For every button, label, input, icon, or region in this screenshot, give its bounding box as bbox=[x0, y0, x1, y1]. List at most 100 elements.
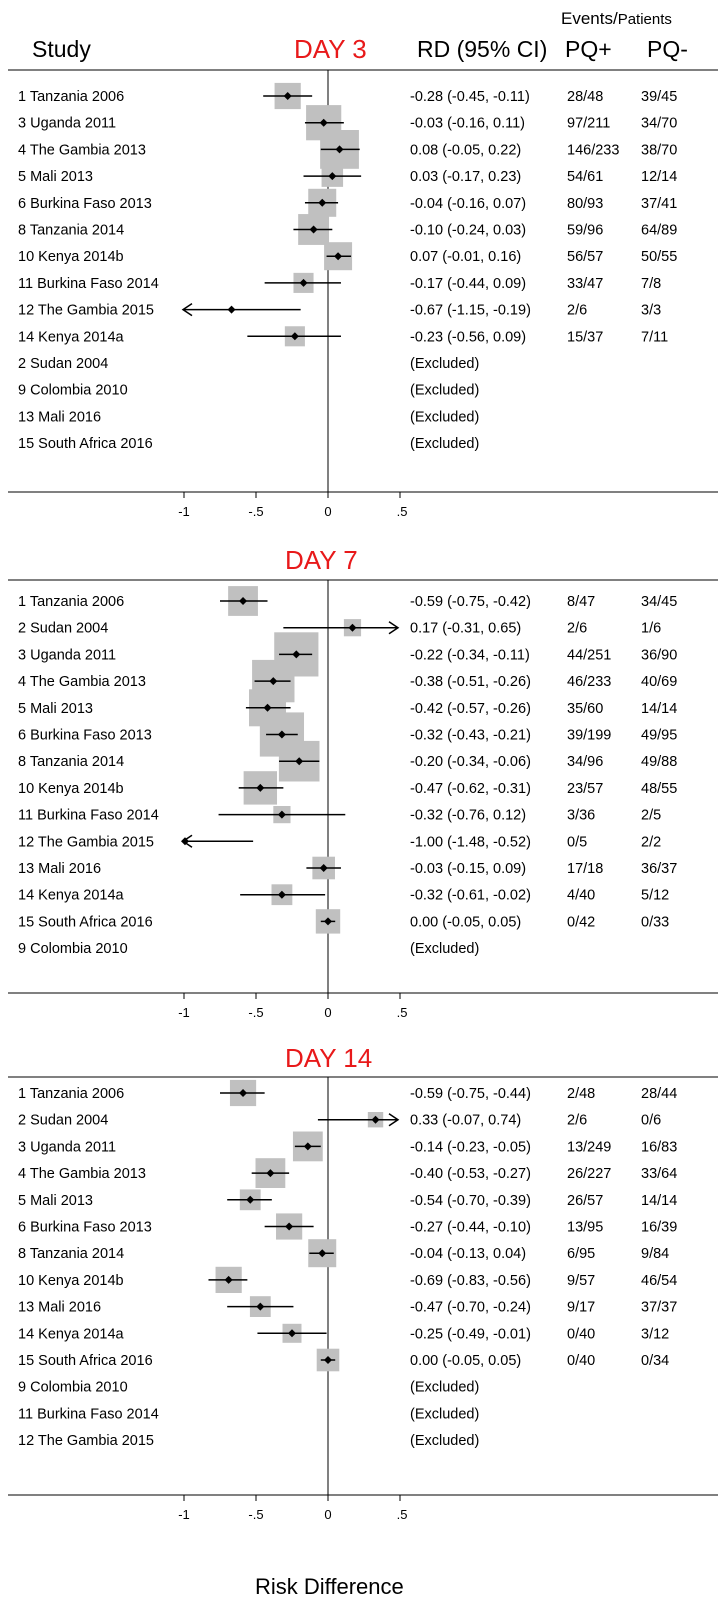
rd-ci-text: -0.28 (-0.45, -0.11) bbox=[410, 89, 530, 105]
rd-ci-text: -0.32 (-0.61, -0.02) bbox=[410, 888, 531, 904]
pq-plus-value: 0/40 bbox=[567, 1353, 595, 1369]
pq-plus-value: 2/6 bbox=[567, 621, 587, 637]
events-label: Events/ bbox=[561, 9, 618, 28]
pq-plus-value: 46/233 bbox=[567, 674, 611, 690]
pq-plus-value: 9/17 bbox=[567, 1300, 595, 1316]
rd-ci-text: -0.32 (-0.43, -0.21) bbox=[410, 728, 531, 744]
pq-minus-value: 0/34 bbox=[641, 1353, 669, 1369]
pq-minus-value: 1/6 bbox=[641, 621, 661, 637]
study-label: 8 Tanzania 2014 bbox=[18, 223, 124, 239]
pq-plus-value: 54/61 bbox=[567, 169, 603, 185]
pq-minus-value: 2/5 bbox=[641, 808, 661, 824]
pq-plus-value: 0/40 bbox=[567, 1326, 595, 1342]
patients-label: Patients bbox=[617, 11, 672, 28]
pq-minus-value: 37/41 bbox=[641, 196, 677, 212]
point-estimate bbox=[285, 1222, 294, 1231]
pq-plus-value: 56/57 bbox=[567, 249, 603, 265]
point-estimate bbox=[256, 783, 265, 792]
rd-ci-text: (Excluded) bbox=[410, 1406, 479, 1422]
rd-ci-text: 0.00 (-0.05, 0.05) bbox=[410, 1353, 521, 1369]
point-estimate bbox=[348, 623, 357, 632]
pq-plus-value: 59/96 bbox=[567, 223, 603, 239]
rd-ci-text: -0.04 (-0.13, 0.04) bbox=[410, 1246, 526, 1262]
point-estimate bbox=[283, 92, 292, 100]
pq-plus-value: 4/40 bbox=[567, 888, 595, 904]
x-tick-label: 0 bbox=[324, 1005, 331, 1020]
study-label: 13 Mali 2016 bbox=[18, 1300, 101, 1316]
study-label: 9 Colombia 2010 bbox=[18, 383, 128, 399]
pq-minus-value: 5/12 bbox=[641, 888, 669, 904]
study-label: 6 Burkina Faso 2013 bbox=[18, 1220, 152, 1236]
study-label: 9 Colombia 2010 bbox=[18, 1380, 128, 1396]
pq-plus-value: 13/249 bbox=[567, 1139, 611, 1155]
study-label: 15 South Africa 2016 bbox=[18, 1353, 153, 1369]
pq-plus-value: 146/233 bbox=[567, 142, 619, 158]
study-label: 1 Tanzania 2006 bbox=[18, 594, 124, 610]
study-label: 5 Mali 2013 bbox=[18, 1193, 93, 1209]
study-label: 13 Mali 2016 bbox=[18, 409, 101, 425]
x-tick-label: .5 bbox=[397, 504, 408, 519]
pq-plus-value: 8/47 bbox=[567, 594, 595, 610]
point-estimate bbox=[319, 118, 328, 127]
study-label: 6 Burkina Faso 2013 bbox=[18, 728, 152, 744]
study-label: 12 The Gambia 2015 bbox=[18, 303, 154, 319]
pq-minus-value: 14/14 bbox=[641, 1193, 677, 1209]
study-label: 15 South Africa 2016 bbox=[18, 436, 153, 452]
x-tick-label: -1 bbox=[178, 1507, 190, 1522]
pq-plus-value: 2/6 bbox=[567, 303, 587, 319]
rd-ci-text: 0.00 (-0.05, 0.05) bbox=[410, 914, 521, 930]
point-estimate bbox=[224, 1275, 233, 1284]
point-estimate bbox=[334, 252, 343, 261]
rd-ci-text: (Excluded) bbox=[410, 409, 479, 425]
rd-ci-text: -0.14 (-0.23, -0.05) bbox=[410, 1139, 531, 1155]
pq-minus-header: PQ- bbox=[647, 36, 688, 62]
pq-plus-value: 3/36 bbox=[567, 808, 595, 824]
rd-ci-text: 0.03 (-0.17, 0.23) bbox=[410, 169, 521, 185]
rd-column-header: RD (95% CI) bbox=[417, 36, 548, 62]
pq-plus-value: 39/199 bbox=[567, 728, 611, 744]
rd-ci-text: 0.33 (-0.07, 0.74) bbox=[410, 1113, 521, 1129]
x-tick-label: 0 bbox=[324, 1507, 331, 1522]
pq-minus-value: 34/70 bbox=[641, 116, 677, 132]
rd-ci-text: 0.07 (-0.01, 0.16) bbox=[410, 249, 521, 265]
rd-ci-text: -0.59 (-0.75, -0.44) bbox=[410, 1086, 531, 1102]
events-patients-header: Events/Patients bbox=[561, 10, 672, 27]
pq-minus-value: 12/14 bbox=[641, 169, 677, 185]
rd-ci-text: (Excluded) bbox=[410, 941, 479, 957]
pq-minus-value: 3/12 bbox=[641, 1326, 669, 1342]
study-label: 4 The Gambia 2013 bbox=[18, 674, 146, 690]
study-label: 14 Kenya 2014a bbox=[18, 1326, 125, 1342]
point-estimate bbox=[263, 703, 272, 712]
rd-ci-text: (Excluded) bbox=[410, 436, 479, 452]
pq-plus-value: 34/96 bbox=[567, 754, 603, 770]
rd-ci-text: -0.32 (-0.76, 0.12) bbox=[410, 808, 526, 824]
study-label: 2 Sudan 2004 bbox=[18, 621, 108, 637]
point-estimate bbox=[319, 864, 328, 872]
rd-ci-text: -0.25 (-0.49, -0.01) bbox=[410, 1326, 531, 1342]
x-tick-label: .5 bbox=[397, 1005, 408, 1020]
point-estimate bbox=[246, 1195, 255, 1204]
pq-plus-value: 44/251 bbox=[567, 647, 611, 663]
study-label: 8 Tanzania 2014 bbox=[18, 754, 124, 770]
rd-ci-text: -0.59 (-0.75, -0.42) bbox=[410, 594, 531, 610]
study-label: 11 Burkina Faso 2014 bbox=[18, 808, 159, 824]
study-label: 5 Mali 2013 bbox=[18, 169, 93, 185]
pq-minus-value: 39/45 bbox=[641, 89, 677, 105]
x-tick-label: 0 bbox=[324, 504, 331, 519]
pq-minus-value: 0/33 bbox=[641, 914, 669, 930]
point-estimate bbox=[277, 890, 286, 899]
study-label: 2 Sudan 2004 bbox=[18, 356, 108, 372]
x-tick-label: .5 bbox=[397, 1507, 408, 1522]
x-axis-label: Risk Difference bbox=[255, 1574, 404, 1599]
point-estimate bbox=[292, 650, 301, 659]
point-estimate bbox=[318, 198, 327, 207]
study-label: 10 Kenya 2014b bbox=[18, 781, 124, 797]
point-estimate bbox=[299, 278, 308, 287]
pq-minus-value: 50/55 bbox=[641, 249, 677, 265]
point-estimate bbox=[318, 1249, 327, 1258]
study-label: 1 Tanzania 2006 bbox=[18, 89, 124, 105]
pq-plus-value: 2/48 bbox=[567, 1086, 595, 1102]
rd-ci-text: -0.22 (-0.34, -0.11) bbox=[410, 647, 530, 663]
pq-plus-header: PQ+ bbox=[565, 36, 612, 62]
pq-minus-value: 36/90 bbox=[641, 647, 677, 663]
